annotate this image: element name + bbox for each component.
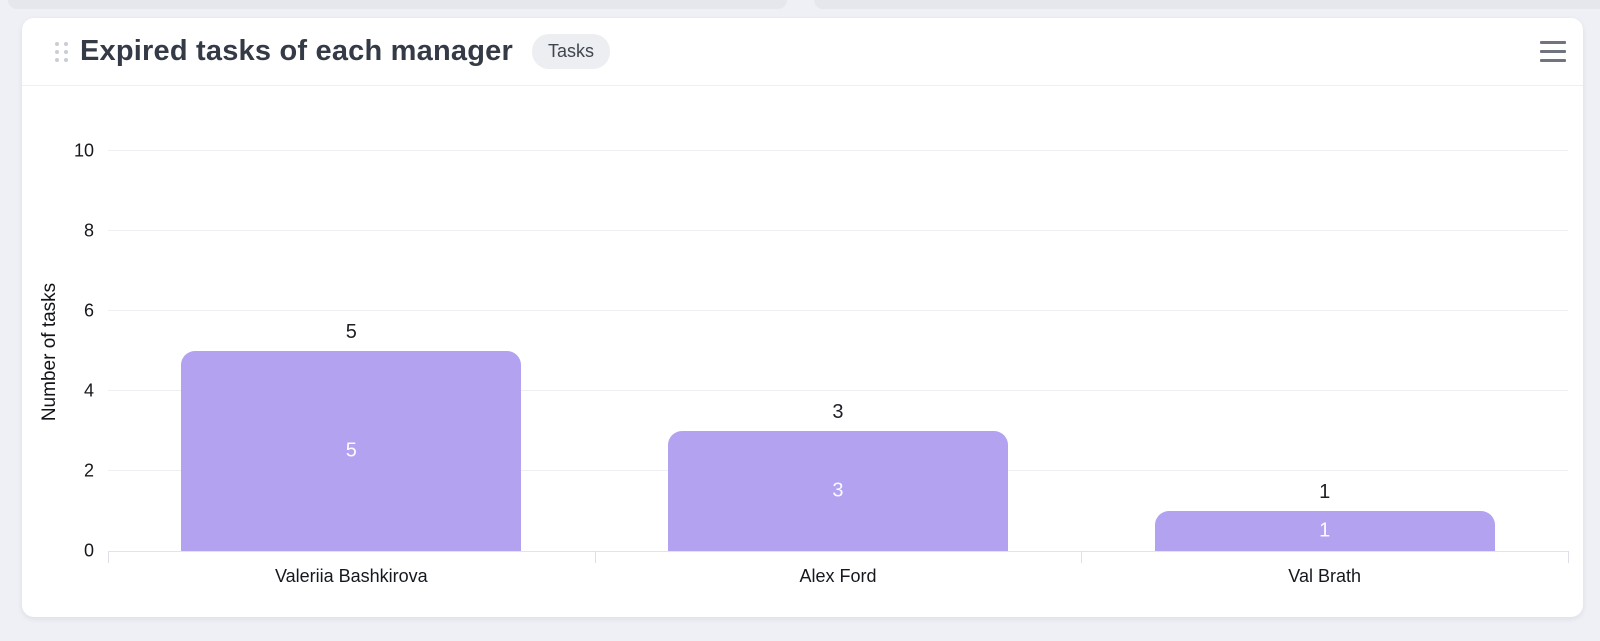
bar-slot-3: 1 1 Val Brath bbox=[1081, 152, 1568, 586]
plot-area: 0 2 4 6 8 10 5 5 Valeriia Bashkirova 3 3 Alex Ford 1… bbox=[74, 141, 1569, 586]
bar-alex-ford[interactable]: 3 bbox=[667, 431, 1008, 551]
y-tick-label-8: 8 bbox=[83, 220, 94, 241]
y-tick-label-0: 0 bbox=[83, 540, 94, 561]
gridline-y-6 bbox=[108, 310, 1568, 311]
gridline-y-4 bbox=[108, 390, 1568, 391]
tasks-badge: Tasks bbox=[531, 34, 610, 69]
y-tick-label-6: 6 bbox=[83, 300, 94, 321]
chart-title: Expired tasks of each manager bbox=[80, 35, 513, 67]
previous-row-card-bottom-left bbox=[8, 0, 787, 9]
x-axis-tick bbox=[594, 551, 596, 563]
gridline-y-8 bbox=[108, 230, 1568, 231]
x-axis-tick bbox=[1081, 551, 1083, 563]
y-tick-label-10: 10 bbox=[73, 140, 94, 161]
bar-slot-2: 3 3 Alex Ford bbox=[595, 152, 1082, 586]
hamburger-menu-icon[interactable] bbox=[1539, 37, 1567, 66]
drag-handle-icon[interactable] bbox=[55, 41, 68, 62]
bar-value-inside: 1 bbox=[1319, 519, 1331, 542]
bar-value-above: 3 bbox=[832, 401, 844, 423]
bar-value-above: 1 bbox=[1319, 481, 1331, 503]
x-axis-tick bbox=[1568, 551, 1569, 563]
x-category-label: Val Brath bbox=[1288, 566, 1361, 586]
chart-widget-card: Expired tasks of each manager Tasks Numb… bbox=[22, 18, 1583, 617]
bar-value-above: 5 bbox=[345, 321, 357, 343]
bar-slot-1: 5 5 Valeriia Bashkirova bbox=[108, 152, 595, 586]
gridline-y-10 bbox=[108, 150, 1568, 151]
x-category-label: Valeriia Bashkirova bbox=[274, 566, 428, 586]
bar-val-brath[interactable]: 1 bbox=[1154, 511, 1495, 551]
x-category-label: Alex Ford bbox=[799, 566, 877, 586]
y-tick-label-2: 2 bbox=[83, 460, 94, 481]
bar-value-inside: 5 bbox=[345, 439, 357, 462]
y-tick-label-4: 4 bbox=[83, 380, 94, 401]
bar-valeriia-bashkirova[interactable]: 5 bbox=[181, 351, 522, 551]
bar-value-inside: 3 bbox=[832, 479, 844, 502]
x-axis-tick bbox=[108, 551, 109, 563]
card-header: Expired tasks of each manager Tasks bbox=[22, 18, 1583, 86]
previous-row-card-bottom-right bbox=[814, 0, 1600, 9]
